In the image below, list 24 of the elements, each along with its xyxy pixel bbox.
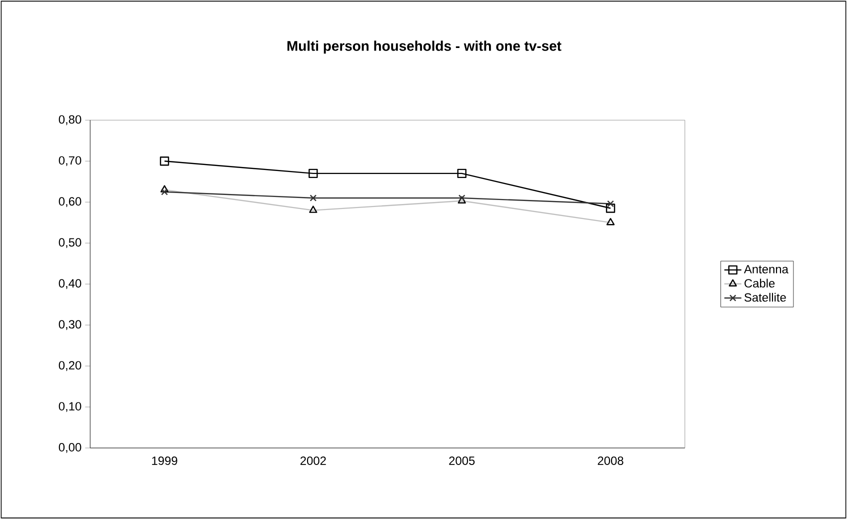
x-tick-label: 1999 bbox=[152, 456, 178, 465]
y-tick-label: 0,00 bbox=[58, 442, 82, 453]
point bbox=[160, 156, 170, 166]
legend-label: Cable bbox=[744, 278, 775, 288]
point bbox=[308, 168, 318, 178]
x-tick-label: 2005 bbox=[449, 456, 475, 465]
y-tick-label: 0,60 bbox=[58, 197, 82, 207]
y-tick-label: 0,40 bbox=[58, 279, 82, 289]
y-tick-label: 0,80 bbox=[58, 115, 82, 126]
point bbox=[457, 168, 466, 178]
legend-label: Antenna bbox=[744, 265, 788, 274]
point bbox=[607, 200, 614, 208]
y-tick-label: 0,70 bbox=[58, 156, 82, 166]
point bbox=[161, 188, 168, 196]
point bbox=[606, 204, 616, 213]
chart-title: Multi person households - with one tv-set bbox=[287, 40, 562, 54]
y-tick-label: 0,20 bbox=[58, 361, 82, 371]
legend-label: Satellite bbox=[744, 292, 786, 302]
y-tick-label: 0,50 bbox=[58, 238, 82, 248]
point bbox=[310, 194, 317, 202]
x-tick-label: 2008 bbox=[598, 456, 624, 465]
x-tick-label: 2002 bbox=[300, 456, 326, 465]
y-tick-label: 0,30 bbox=[58, 320, 82, 330]
y-tick-label: 0,10 bbox=[58, 402, 82, 412]
